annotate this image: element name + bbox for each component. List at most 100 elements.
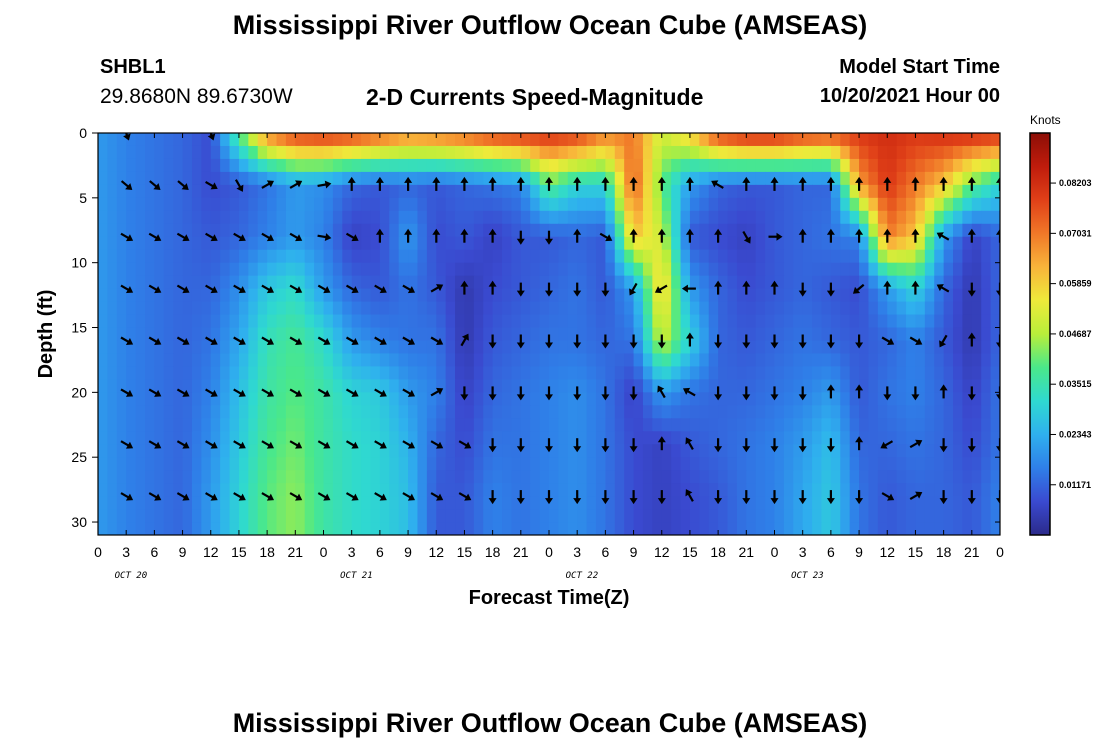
heatmap-cell — [924, 288, 935, 303]
heatmap-cell — [351, 145, 362, 160]
x-tick-label: 0 — [545, 544, 553, 560]
heatmap-cell — [793, 509, 804, 523]
heatmap-cell — [708, 431, 719, 445]
heatmap-cell — [849, 210, 860, 225]
heatmap-cell — [473, 509, 484, 523]
heatmap-cell — [398, 236, 409, 251]
heatmap-cell — [567, 418, 578, 432]
heatmap-cell — [671, 444, 682, 458]
heatmap-cell — [840, 197, 851, 212]
heatmap-cell — [812, 353, 823, 368]
current-arrow — [911, 280, 920, 295]
y-tick-label: 10 — [71, 255, 87, 271]
heatmap-cell — [671, 262, 682, 277]
heatmap-cell — [774, 444, 785, 458]
heatmap-cell — [896, 470, 907, 484]
heatmap-cell — [661, 470, 672, 484]
heatmap-cell — [868, 262, 879, 277]
heatmap-cell — [483, 379, 494, 393]
heatmap-cell — [849, 457, 860, 471]
heatmap-cell — [210, 353, 221, 368]
heatmap-cell — [736, 210, 747, 225]
heatmap-cell — [802, 197, 813, 212]
heatmap-cell — [539, 133, 550, 147]
heatmap-cell — [624, 197, 635, 212]
heatmap-cell — [379, 522, 390, 535]
heatmap-cell — [652, 145, 663, 160]
heatmap-cell — [633, 444, 644, 458]
heatmap-cell — [586, 223, 597, 238]
heatmap-cell — [492, 444, 503, 458]
heatmap-cell — [520, 392, 531, 406]
heatmap-cell — [417, 405, 428, 419]
heatmap-cell — [267, 496, 278, 510]
heatmap-cell — [520, 249, 531, 264]
current-arrow — [601, 334, 610, 349]
heatmap-cell — [163, 522, 174, 535]
current-arrow — [120, 232, 134, 242]
current-arrow — [261, 284, 275, 294]
heatmap-cell — [539, 405, 550, 419]
heatmap-cell — [906, 496, 917, 510]
heatmap-cell — [238, 262, 249, 277]
current-arrow — [967, 490, 976, 505]
heatmap-cell — [624, 210, 635, 225]
heatmap-cell — [370, 418, 381, 432]
heatmap-cell — [755, 522, 766, 535]
heatmap-cell — [248, 145, 259, 160]
heatmap-cell — [520, 340, 531, 355]
heatmap-cell — [699, 418, 710, 432]
heatmap-cell — [323, 366, 334, 380]
heatmap-cell — [793, 340, 804, 355]
heatmap-cell — [492, 431, 503, 445]
current-arrow — [798, 176, 807, 191]
heatmap-cell — [295, 327, 306, 342]
heatmap-cell — [549, 327, 559, 342]
heatmap-cell — [295, 210, 306, 225]
heatmap-cell — [605, 353, 616, 368]
heatmap-cell — [126, 522, 137, 535]
heatmap-cell — [379, 197, 390, 212]
heatmap-cell — [755, 392, 766, 406]
heatmap-cell — [323, 236, 334, 251]
current-arrow — [177, 180, 189, 191]
current-arrow — [855, 176, 864, 191]
heatmap-cell — [990, 171, 1000, 186]
heatmap-cell — [98, 444, 108, 458]
heatmap-cell — [229, 262, 240, 277]
heatmap-cell — [276, 379, 287, 393]
heatmap-cell — [812, 158, 823, 173]
heatmap-cell — [783, 444, 794, 458]
heatmap-cell — [868, 340, 879, 355]
heatmap-cell — [464, 366, 475, 380]
heatmap-cell — [783, 171, 794, 186]
heatmap-cell — [361, 145, 372, 160]
heatmap-cell — [248, 496, 259, 510]
heatmap-cell — [285, 418, 296, 432]
heatmap-cell — [314, 275, 325, 290]
heatmap-cell — [154, 327, 165, 342]
heatmap-cell — [511, 223, 522, 238]
heatmap-cell — [502, 301, 513, 316]
heatmap-cell — [990, 418, 1000, 432]
heatmap-cell — [577, 457, 588, 471]
heatmap-cell — [220, 379, 231, 393]
heatmap-cell — [473, 392, 484, 406]
heatmap-cell — [783, 405, 794, 419]
heatmap-cell — [699, 457, 710, 471]
heatmap-cell — [144, 249, 155, 264]
heatmap-cell — [483, 171, 494, 186]
heatmap-cell — [135, 314, 146, 329]
heatmap-cell — [962, 158, 973, 173]
heatmap-cell — [765, 158, 776, 173]
heatmap-cell — [107, 327, 118, 342]
heatmap-cell — [962, 509, 973, 523]
heatmap-cell — [351, 418, 362, 432]
heatmap-cell — [154, 236, 165, 251]
heatmap-cell — [577, 171, 588, 186]
heatmap-cell — [971, 405, 982, 419]
heatmap-cell — [98, 418, 108, 432]
heatmap-cell — [126, 366, 137, 380]
heatmap-cell — [718, 171, 729, 186]
heatmap-cell — [173, 418, 184, 432]
